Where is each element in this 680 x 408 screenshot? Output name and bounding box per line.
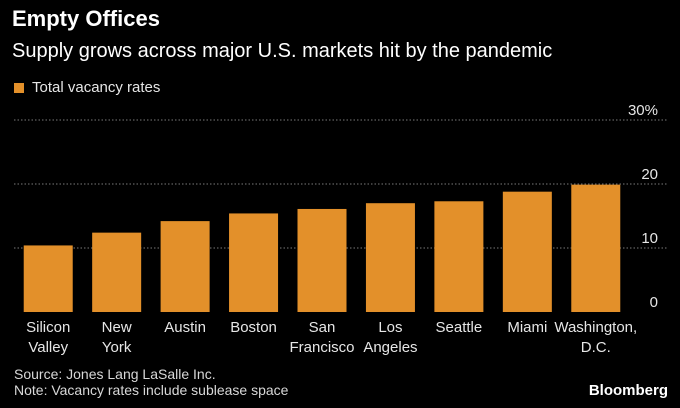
x-tick-label-line: Valley <box>28 339 68 356</box>
x-tick-label-line: Los <box>378 319 402 336</box>
bar <box>571 184 621 312</box>
chart-subtitle: Supply grows across major U.S. markets h… <box>12 40 553 62</box>
x-tick-label: Seattle <box>436 319 483 336</box>
chart-title: Empty Offices <box>12 6 160 31</box>
brand-logo: Bloomberg <box>588 382 668 399</box>
x-tick-label-line: York <box>102 339 132 356</box>
bar <box>297 208 347 312</box>
y-tick-label: 20 <box>641 166 658 183</box>
x-tick-label: New York <box>102 319 132 356</box>
legend-label: Total vacancy rates <box>32 79 161 96</box>
x-tick-label-line: Francisco <box>289 339 354 356</box>
x-tick-label: Boston <box>230 319 277 336</box>
footnote: Note: Vacancy rates include sublease spa… <box>14 382 289 398</box>
x-tick-label: Washington, D.C. <box>554 319 637 356</box>
x-tick-label-line: Washington, <box>554 319 637 336</box>
x-tick-label-line: San <box>309 319 336 336</box>
x-tick-label-line: Angeles <box>363 339 417 356</box>
bar <box>502 191 552 312</box>
x-tick-label: Austin <box>164 319 206 336</box>
x-tick-label-line: New <box>102 319 132 336</box>
y-tick-label: 0 <box>650 294 658 311</box>
x-tick-label-line: D.C. <box>581 339 611 356</box>
x-tick-label-line: Miami <box>507 319 547 336</box>
x-tick-label: Miami <box>507 319 547 336</box>
x-tick-label-line: Austin <box>164 319 206 336</box>
x-tick-label: Los Angeles <box>363 319 417 356</box>
bar <box>434 201 484 312</box>
x-tick-label-line: Silicon <box>26 319 70 336</box>
y-tick-label: 10 <box>641 230 658 247</box>
bar <box>92 232 142 312</box>
x-tick-label: San Francisco <box>289 319 354 356</box>
legend: Total vacancy rates <box>14 79 160 96</box>
bar <box>23 245 73 312</box>
legend-swatch <box>14 82 24 93</box>
bar <box>229 213 279 312</box>
x-tick-label-line: Seattle <box>436 319 483 336</box>
bar <box>365 203 415 312</box>
y-tick-label: 30% <box>628 102 658 119</box>
bar <box>160 221 210 312</box>
source-note: Source: Jones Lang LaSalle Inc. <box>14 366 216 382</box>
x-tick-label: Silicon Valley <box>26 319 70 356</box>
x-tick-label-line: Boston <box>230 319 277 336</box>
